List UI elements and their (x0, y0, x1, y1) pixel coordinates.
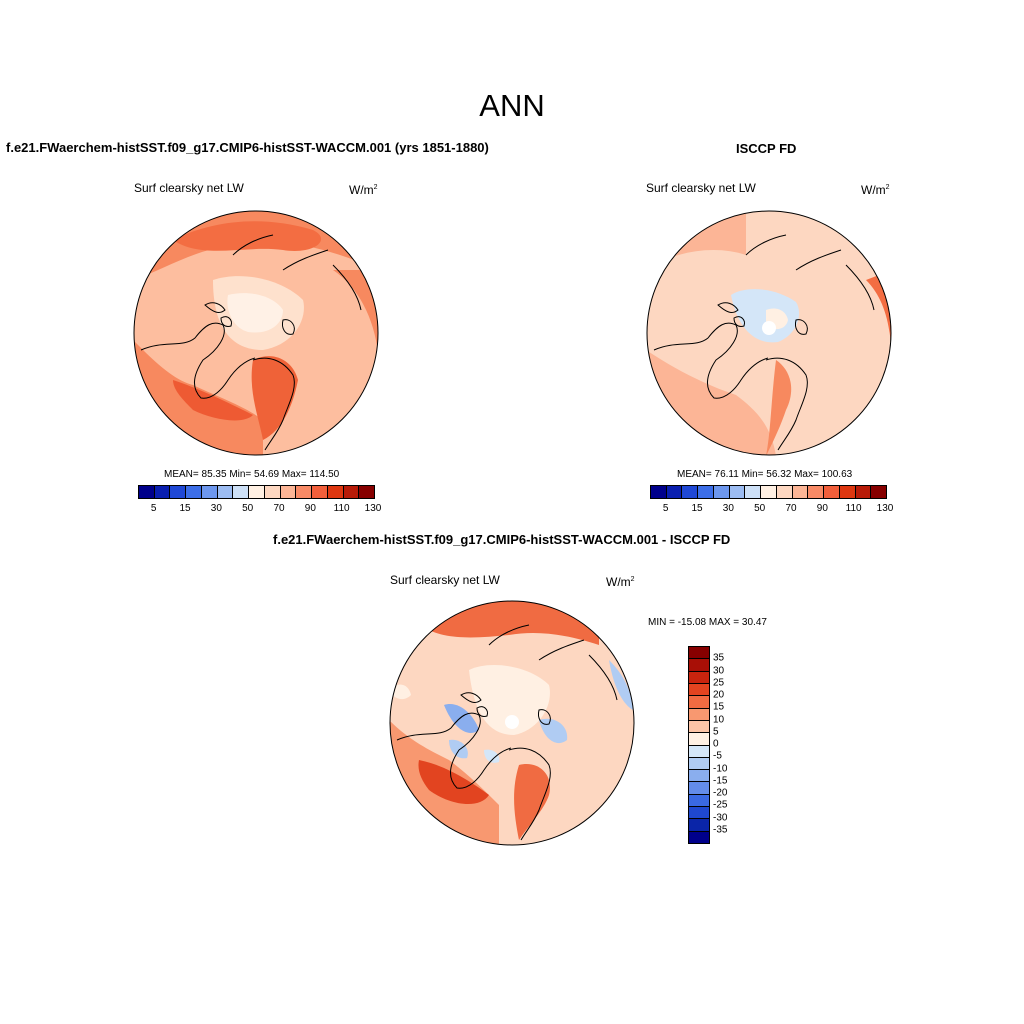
colorbar-swatch (689, 733, 709, 746)
panel-1-variable-label: Surf clearsky net LW (134, 181, 244, 195)
panel-2-stats: MEAN= 76.11 Min= 56.32 Max= 100.63 (677, 469, 853, 480)
panel-2-units-label: W/m2 (861, 183, 890, 197)
colorbar-swatch (666, 486, 683, 498)
panel-1-polar-map (133, 210, 379, 456)
colorbar-swatch (280, 486, 297, 498)
colorbar-tick-label: 0 (713, 738, 719, 750)
colorbar-swatch (651, 486, 667, 498)
colorbar-tick-label: -25 (713, 799, 728, 811)
panel-2-title: ISCCP FD (736, 141, 797, 156)
colorbar-tick-label: 10 (713, 714, 725, 725)
colorbar-swatch (264, 486, 281, 498)
panel-3-stats: MIN = -15.08 MAX = 30.47 (648, 617, 767, 628)
panel-3-colorbar (688, 646, 710, 844)
colorbar-tick-label: 130 (876, 503, 894, 514)
colorbar-swatch (154, 486, 171, 498)
colorbar-swatch (729, 486, 746, 498)
colorbar-swatch (689, 720, 709, 734)
colorbar-tick-label: 70 (273, 503, 285, 514)
colorbar-swatch (689, 647, 709, 660)
colorbar-swatch (689, 696, 709, 709)
panel-2-variable-label: Surf clearsky net LW (646, 181, 756, 195)
colorbar-swatch (327, 486, 344, 498)
colorbar-tick-label: 110 (333, 503, 350, 514)
panel-3-units-label: W/m2 (606, 575, 635, 589)
panel-3-variable-label: Surf clearsky net LW (390, 573, 500, 587)
colorbar-swatch (312, 486, 328, 498)
colorbar-tick-label: 30 (210, 503, 222, 514)
colorbar-tick-label: -30 (713, 812, 728, 823)
colorbar-tick-label: 15 (179, 503, 191, 514)
colorbar-swatch (689, 831, 709, 843)
colorbar-swatch (824, 486, 840, 498)
colorbar-tick-label: -5 (713, 750, 722, 762)
colorbar-tick-label: 5 (662, 503, 669, 514)
colorbar-swatch (233, 486, 250, 498)
colorbar-swatch (139, 486, 155, 498)
colorbar-swatch (855, 486, 872, 498)
colorbar-tick-label: -35 (713, 824, 728, 836)
page-title: ANN (479, 88, 545, 123)
colorbar-swatch (745, 486, 762, 498)
colorbar-swatch (682, 486, 699, 498)
colorbar-tick-label: 20 (713, 689, 725, 701)
colorbar-swatch (689, 757, 709, 771)
colorbar-swatch (698, 486, 714, 498)
colorbar-tick-label: 110 (845, 503, 862, 514)
colorbar-tick-label: 90 (304, 503, 316, 514)
colorbar-tick-label: 25 (713, 677, 725, 689)
colorbar-tick-label: 15 (691, 503, 703, 514)
colorbar-swatch (689, 683, 709, 697)
colorbar-swatch (689, 782, 709, 795)
colorbar-tick-label: -15 (713, 775, 728, 787)
colorbar-swatch (249, 486, 265, 498)
colorbar-tick-label: 50 (242, 503, 254, 514)
colorbar-swatch (170, 486, 187, 498)
panel-1-units-label: W/m2 (349, 183, 378, 197)
colorbar-swatch (792, 486, 809, 498)
colorbar-tick-label: 5 (713, 726, 719, 738)
colorbar-swatch (201, 486, 218, 498)
panel-1-stats: MEAN= 85.35 Min= 54.69 Max= 114.50 (164, 469, 340, 480)
colorbar-swatch (689, 770, 709, 783)
colorbar-tick-label: 90 (816, 503, 828, 514)
colorbar-swatch (689, 807, 709, 820)
colorbar-swatch (296, 486, 313, 498)
colorbar-swatch (689, 659, 709, 672)
colorbar-swatch (871, 486, 887, 498)
panel-1-colorbar-labels: 5 15 30 50 70 90 110 130 (138, 503, 381, 515)
colorbar-swatch (808, 486, 825, 498)
colorbar-tick-label: 70 (785, 503, 797, 514)
panel-2-colorbar-labels: 5 15 30 50 70 90 110 130 (650, 503, 893, 515)
colorbar-tick-label: 130 (364, 503, 382, 514)
colorbar-tick-label: 15 (713, 701, 725, 713)
panel-3-title: f.e21.FWaerchem-histSST.f09_g17.CMIP6-hi… (273, 532, 731, 547)
colorbar-tick-label: 30 (722, 503, 734, 514)
colorbar-tick-label: 30 (713, 665, 725, 676)
panel-2-polar-map (646, 210, 892, 456)
colorbar-swatch (689, 819, 709, 832)
panel-3-colorbar-labels: 35 30 25 20 15 10 5 0 -5 -10 -15 -20 -25 -30 -35 (713, 646, 753, 842)
panel-3-polar-map (389, 600, 635, 846)
colorbar-tick-label: 5 (150, 503, 157, 514)
colorbar-tick-label: -10 (713, 763, 728, 774)
colorbar-swatch (839, 486, 856, 498)
colorbar-swatch (776, 486, 793, 498)
colorbar-tick-label: -20 (713, 787, 728, 799)
colorbar-tick-label: 50 (754, 503, 766, 514)
colorbar-swatch (343, 486, 360, 498)
colorbar-swatch (186, 486, 202, 498)
colorbar-swatch (689, 671, 709, 684)
colorbar-swatch (689, 745, 709, 758)
colorbar-swatch (689, 794, 709, 808)
colorbar-swatch (217, 486, 234, 498)
panel-2-colorbar (650, 485, 887, 499)
colorbar-swatch (713, 486, 730, 498)
colorbar-tick-label: 35 (713, 652, 725, 664)
panel-1-colorbar (138, 485, 375, 499)
colorbar-swatch (359, 486, 375, 498)
colorbar-swatch (689, 708, 709, 721)
panel-1-title: f.e21.FWaerchem-histSST.f09_g17.CMIP6-hi… (6, 140, 489, 155)
colorbar-swatch (761, 486, 777, 498)
